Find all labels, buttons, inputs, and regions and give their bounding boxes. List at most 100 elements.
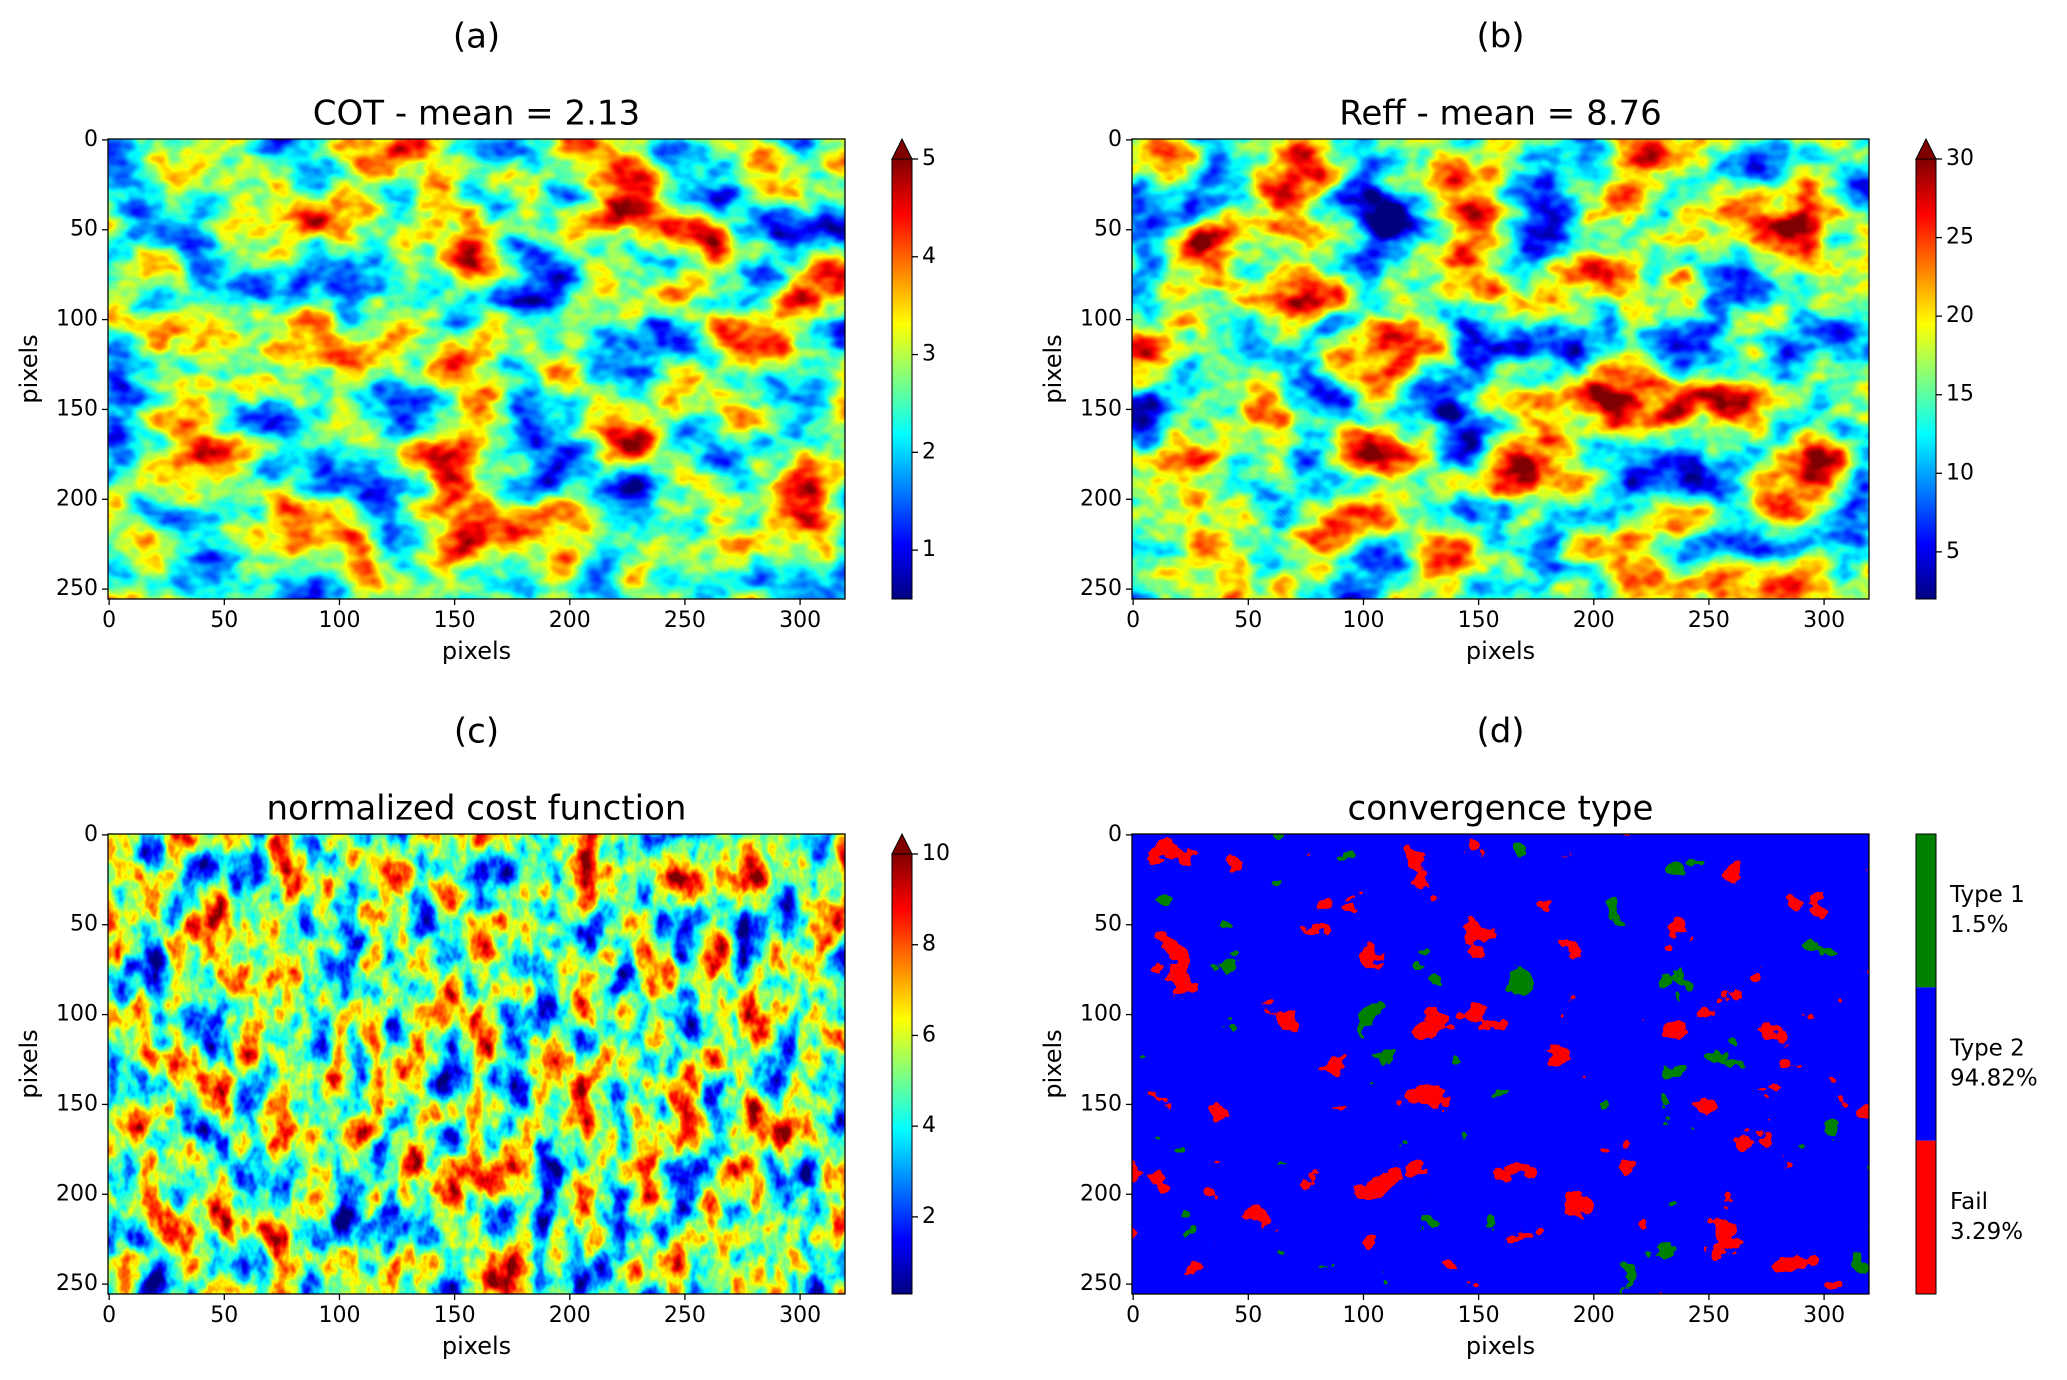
y-axis-label: pixels	[1039, 334, 1067, 403]
colorbar	[891, 853, 913, 1295]
map-image	[108, 139, 845, 599]
colorbar-tick-label: 2	[922, 1204, 936, 1229]
panel-label: (d)	[1476, 712, 1524, 752]
y-tick-label: 200	[56, 486, 98, 511]
y-tick-label: 250	[1080, 576, 1122, 601]
map-image	[1132, 834, 1869, 1294]
colorbar-tick-label: 10	[922, 841, 950, 866]
colorbar-tick-label: 10	[1946, 460, 1974, 485]
category-value: 3.29%	[1950, 1219, 2023, 1245]
x-axis-label: pixels	[1466, 1332, 1535, 1360]
x-tick-label: 200	[549, 1303, 591, 1328]
category-value: 94.82%	[1950, 1066, 2038, 1092]
y-axis-label: pixels	[15, 1029, 43, 1098]
map-image	[108, 834, 845, 1294]
chart-title: COT - mean = 2.13	[313, 94, 640, 134]
x-tick-label: 300	[779, 608, 821, 633]
x-tick-label: 300	[779, 1303, 821, 1328]
category-label: Fail	[1950, 1189, 1988, 1215]
y-tick-label: 150	[1080, 1091, 1122, 1116]
colorbar-extend	[1915, 137, 1937, 160]
chart-title: convergence type	[1348, 789, 1654, 829]
y-tick-label: 50	[1094, 217, 1122, 242]
colorbar-tick-label: 3	[922, 342, 936, 367]
x-tick-label: 200	[1573, 608, 1615, 633]
y-tick-label: 50	[70, 912, 98, 937]
colorbar-extend	[891, 137, 913, 160]
colorbar-tick-label: 8	[922, 932, 936, 957]
y-tick-label: 100	[56, 1002, 98, 1027]
colorbar	[1915, 158, 1937, 600]
y-tick-label: 0	[1108, 822, 1122, 847]
y-tick-label: 250	[1080, 1271, 1122, 1296]
colorbar-segment	[1916, 987, 1936, 1141]
x-axis-label: pixels	[442, 637, 511, 665]
x-tick-label: 300	[1803, 608, 1845, 633]
y-tick-label: 50	[70, 217, 98, 242]
x-tick-label: 250	[664, 1303, 706, 1328]
map-image	[1132, 139, 1869, 599]
y-tick-label: 100	[1080, 1002, 1122, 1027]
x-tick-label: 50	[210, 608, 238, 633]
panel-label: (c)	[454, 712, 499, 752]
colorbar-tick-label: 25	[1946, 225, 1974, 250]
x-tick-label: 250	[664, 608, 706, 633]
y-tick-label: 150	[56, 1091, 98, 1116]
axes-frame	[107, 138, 846, 600]
x-tick-label: 50	[210, 1303, 238, 1328]
y-axis-label: pixels	[1039, 1029, 1067, 1098]
y-tick-label: 250	[56, 576, 98, 601]
y-tick-label: 50	[1094, 912, 1122, 937]
axes-frame	[107, 833, 846, 1295]
x-tick-label: 100	[1342, 1303, 1384, 1328]
colorbar-tick-label: 4	[922, 244, 936, 269]
colorbar-tick-label: 5	[1946, 539, 1960, 564]
y-tick-label: 150	[56, 396, 98, 421]
colorbar-tick-label: 1	[922, 537, 936, 562]
axes-frame	[1131, 833, 1870, 1295]
x-tick-label: 200	[1573, 1303, 1615, 1328]
x-tick-label: 0	[102, 1303, 116, 1328]
y-axis-label: pixels	[15, 334, 43, 403]
colorbar-tick-label: 4	[922, 1113, 936, 1138]
colorbar-tick-label: 6	[922, 1022, 936, 1047]
x-tick-label: 100	[1342, 608, 1384, 633]
y-tick-label: 0	[84, 822, 98, 847]
y-tick-label: 100	[56, 307, 98, 332]
y-tick-label: 150	[1080, 396, 1122, 421]
chart-title: normalized cost function	[267, 789, 687, 829]
x-tick-label: 100	[318, 608, 360, 633]
x-tick-label: 250	[1688, 608, 1730, 633]
chart-title: Reff - mean = 8.76	[1339, 94, 1662, 134]
y-tick-label: 250	[56, 1271, 98, 1296]
colorbar-tick-label: 15	[1946, 382, 1974, 407]
panel-label: (b)	[1476, 17, 1524, 57]
colorbar-tick-label: 5	[922, 146, 936, 171]
x-tick-label: 150	[1458, 608, 1500, 633]
x-tick-label: 150	[1458, 1303, 1500, 1328]
y-tick-label: 0	[84, 127, 98, 152]
x-tick-label: 300	[1803, 1303, 1845, 1328]
y-tick-label: 100	[1080, 307, 1122, 332]
y-tick-label: 200	[1080, 1181, 1122, 1206]
x-tick-label: 200	[549, 608, 591, 633]
y-tick-label: 200	[1080, 486, 1122, 511]
colorbar-tick-label: 20	[1946, 303, 1974, 328]
panel-label: (a)	[453, 17, 500, 57]
x-tick-label: 250	[1688, 1303, 1730, 1328]
colorbar-tick-label: 30	[1946, 146, 1974, 171]
category-label: Type 1	[1949, 882, 2025, 908]
x-tick-label: 0	[1126, 1303, 1140, 1328]
x-tick-label: 0	[1126, 608, 1140, 633]
colorbar-segment	[1916, 1140, 1936, 1294]
colorbar-segment	[1916, 834, 1936, 988]
colorbar-tick-label: 2	[922, 439, 936, 464]
y-tick-label: 200	[56, 1181, 98, 1206]
x-tick-label: 50	[1234, 1303, 1262, 1328]
x-tick-label: 50	[1234, 608, 1262, 633]
category-value: 1.5%	[1950, 912, 2008, 938]
y-tick-label: 0	[1108, 127, 1122, 152]
category-label: Type 2	[1949, 1036, 2025, 1062]
